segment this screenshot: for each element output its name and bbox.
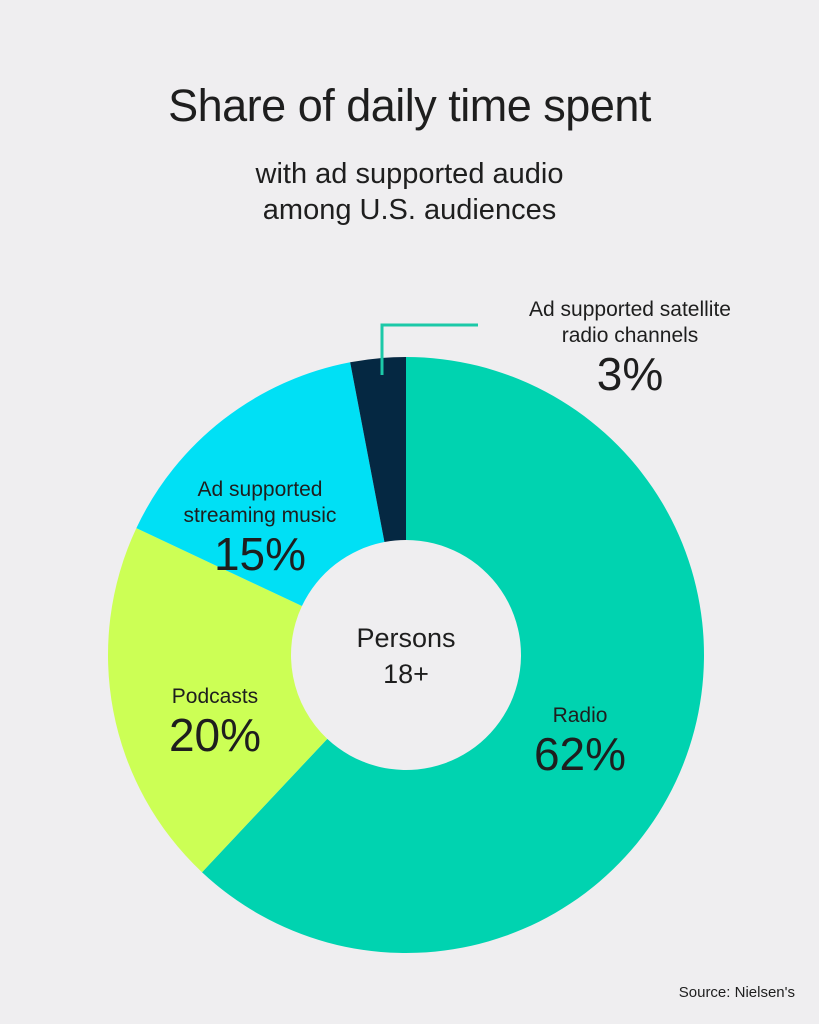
slice-name: Podcasts xyxy=(171,685,259,708)
slice-label-radio: Radio 62% xyxy=(500,703,660,779)
slice-value: 62% xyxy=(533,728,627,780)
center-label-line-1: Persons xyxy=(356,623,456,653)
slice-name-line-1: Ad supported satellite xyxy=(529,298,731,321)
slice-name: Radio xyxy=(552,704,608,727)
slice-label-podcasts: Podcasts 20% xyxy=(135,684,295,760)
slice-label-streaming: Ad supported streaming music 15% xyxy=(150,477,370,579)
subtitle-line-1: with ad supported audio xyxy=(255,158,564,190)
satellite-leader-line xyxy=(380,323,478,375)
slice-label-satellite: Ad supported satellite radio channels 3% xyxy=(490,297,770,399)
chart-subtitle: with ad supported audio among U.S. audie… xyxy=(0,156,819,228)
slice-value: 15% xyxy=(213,528,307,580)
source-note: Source: Nielsen's xyxy=(678,984,795,1001)
slice-name-line-1: Ad supported xyxy=(197,478,323,501)
center-label: Persons 18+ xyxy=(306,620,506,692)
donut-slice-3 xyxy=(350,357,406,543)
slice-value: 3% xyxy=(596,348,664,400)
donut-slice-1 xyxy=(108,528,328,873)
slice-name-line-2: streaming music xyxy=(183,504,337,527)
donut-slice-0 xyxy=(202,357,705,954)
slice-value: 20% xyxy=(168,709,262,761)
subtitle-line-2: among U.S. audiences xyxy=(262,194,557,226)
slice-name-line-2: radio channels xyxy=(561,324,699,347)
donut-slice-2 xyxy=(136,362,385,607)
chart-title: Share of daily time spent xyxy=(168,80,651,131)
center-label-line-2: 18+ xyxy=(383,659,429,689)
